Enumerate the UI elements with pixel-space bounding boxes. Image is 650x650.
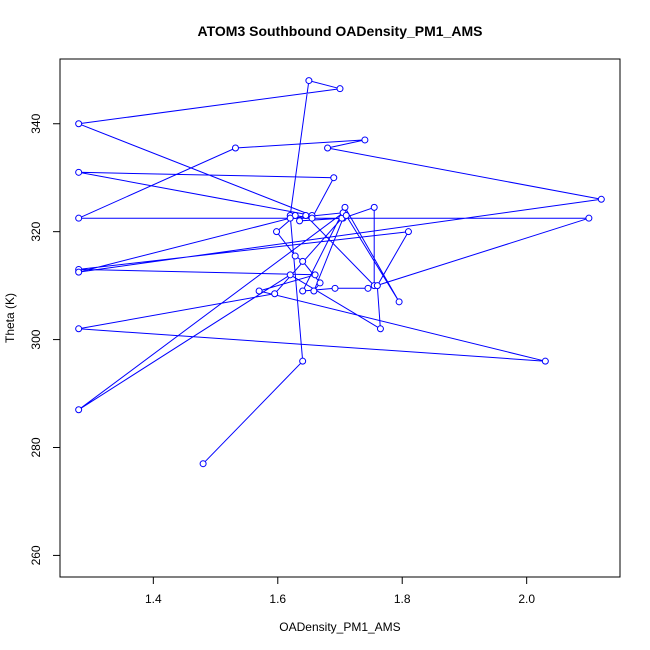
y-axis: 260 280 300 320 340 xyxy=(29,113,60,565)
data-point xyxy=(75,120,83,128)
data-point xyxy=(255,287,263,295)
data-point xyxy=(364,284,372,292)
data-point xyxy=(308,214,316,222)
data-point xyxy=(324,144,332,152)
data-point xyxy=(370,203,378,211)
x-axis: 1.4 1.6 1.8 2.0 xyxy=(145,577,535,606)
data-point xyxy=(373,282,381,290)
data-point xyxy=(331,284,339,292)
chart-title: ATOM3 Southbound OADensity_PM1_AMS xyxy=(198,23,483,39)
data-point xyxy=(310,287,318,295)
data-point xyxy=(299,357,307,365)
data-point xyxy=(376,325,384,333)
data-point xyxy=(341,203,349,211)
x-tick-label: 2.0 xyxy=(518,592,535,606)
data-point xyxy=(330,174,338,182)
series-lines xyxy=(76,79,602,465)
y-tick-label: 280 xyxy=(29,437,43,457)
data-point xyxy=(361,136,369,144)
data-point xyxy=(302,211,310,219)
data-point xyxy=(75,406,83,414)
series-line xyxy=(76,79,602,465)
data-point xyxy=(273,228,281,236)
data-point xyxy=(395,298,403,306)
data-point xyxy=(231,144,239,152)
data-point xyxy=(311,271,319,279)
data-point xyxy=(305,77,313,85)
data-point xyxy=(271,290,279,298)
x-tick-label: 1.8 xyxy=(394,592,411,606)
data-point xyxy=(296,217,304,225)
data-point xyxy=(286,271,294,279)
data-point xyxy=(342,211,350,219)
data-point xyxy=(199,460,207,468)
y-axis-label: Theta (K) xyxy=(3,293,17,343)
data-point xyxy=(336,85,344,93)
data-point xyxy=(286,214,294,222)
data-point xyxy=(585,214,593,222)
data-point xyxy=(75,325,83,333)
data-point xyxy=(541,357,549,365)
y-tick-label: 340 xyxy=(29,113,43,133)
series-points xyxy=(75,77,605,468)
data-point xyxy=(316,279,324,287)
y-tick-label: 320 xyxy=(29,221,43,241)
data-point xyxy=(597,195,605,203)
data-point xyxy=(75,168,83,176)
x-axis-label: OADensity_PM1_AMS xyxy=(279,620,400,634)
data-point xyxy=(75,268,83,276)
data-point xyxy=(299,257,307,265)
data-point xyxy=(404,228,412,236)
y-tick-label: 260 xyxy=(29,545,43,565)
data-point xyxy=(299,287,307,295)
plot-frame xyxy=(59,58,621,578)
y-tick-label: 300 xyxy=(29,329,43,349)
x-tick-label: 1.4 xyxy=(145,592,162,606)
data-point xyxy=(291,252,299,260)
data-point xyxy=(75,214,83,222)
x-tick-label: 1.6 xyxy=(269,592,286,606)
